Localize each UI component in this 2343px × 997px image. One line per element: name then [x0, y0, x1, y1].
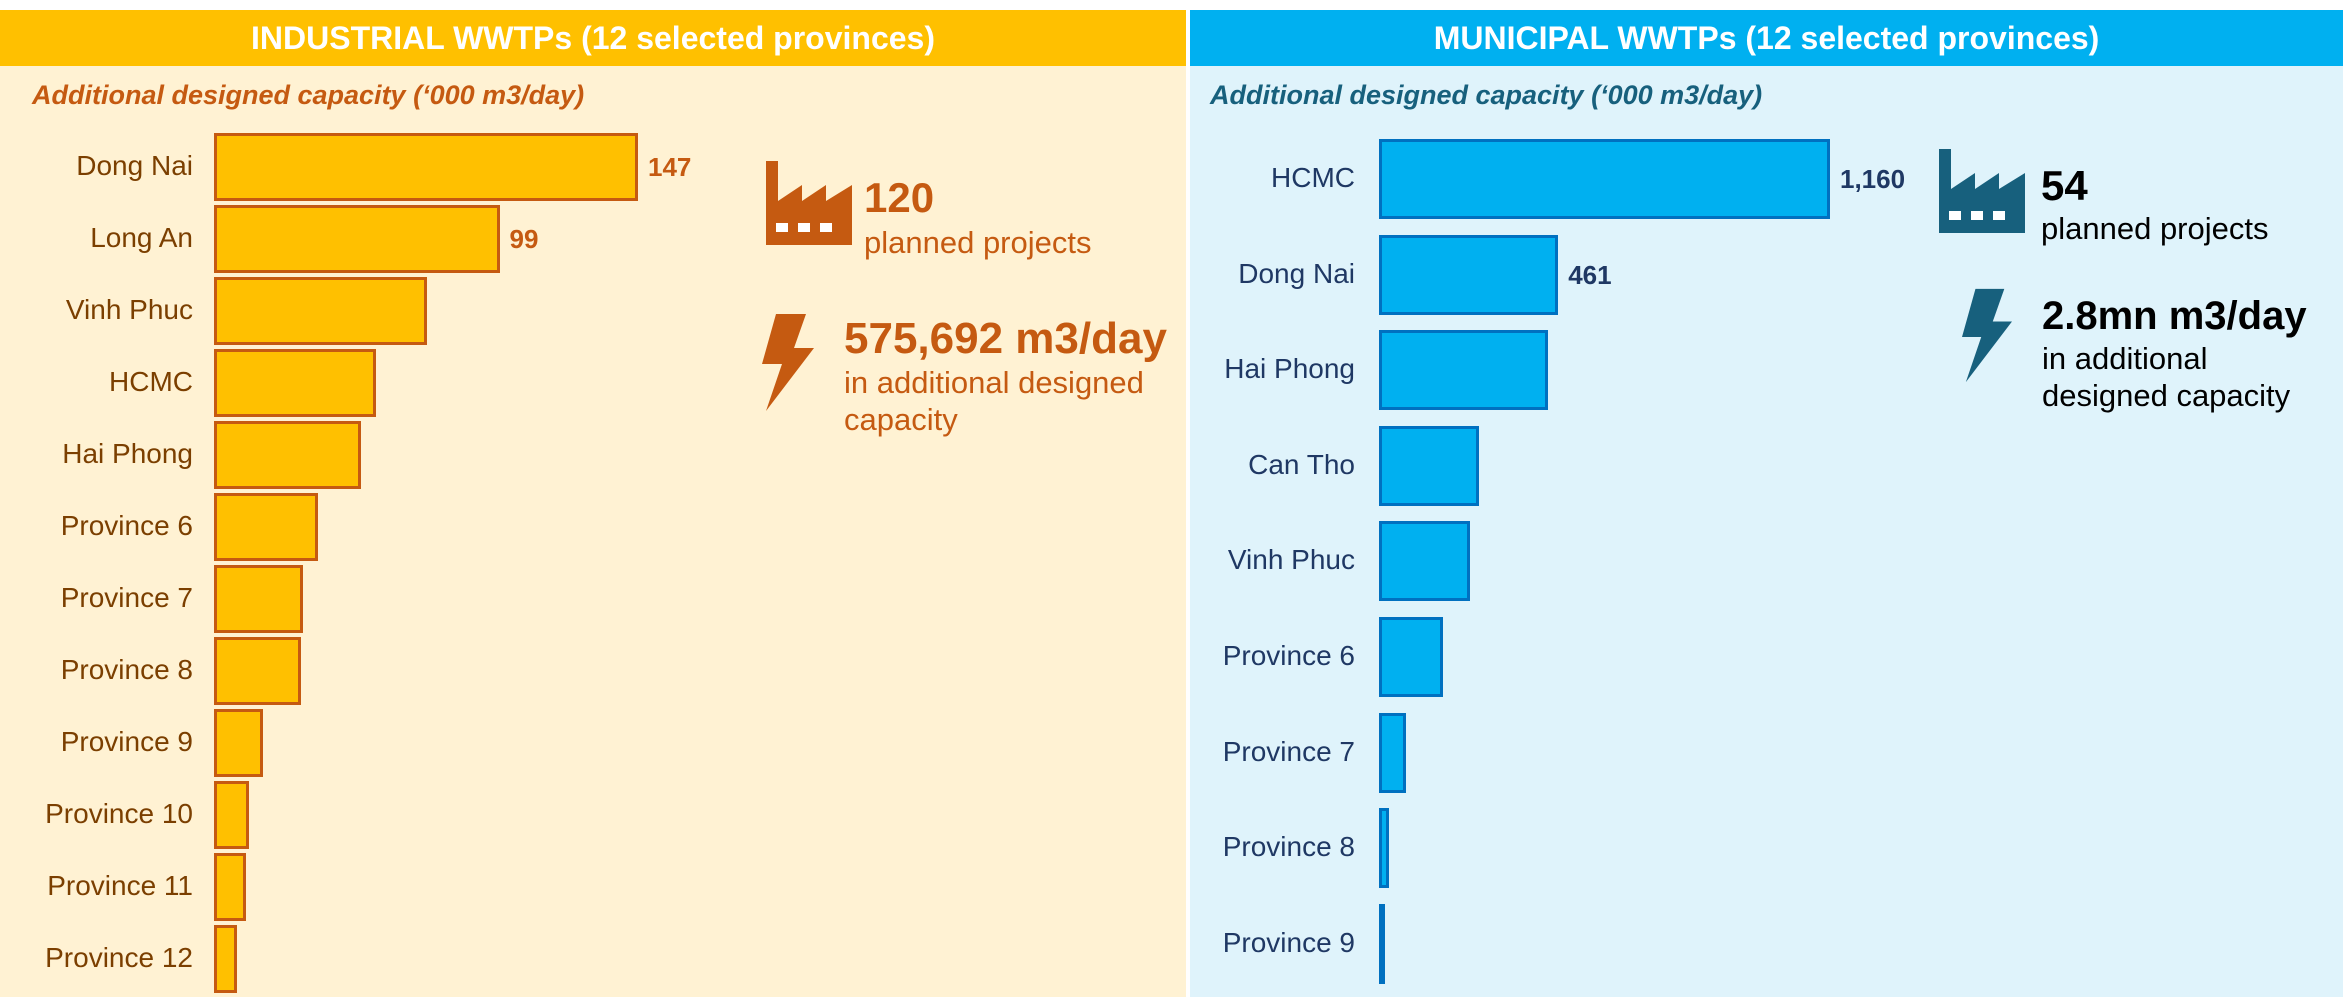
bar: [214, 853, 246, 921]
bar: [1379, 617, 1444, 697]
category-label: Hai Phong: [62, 438, 193, 469]
factory-icon: [1939, 149, 2025, 233]
panel-title: MUNICIPAL WWTPs (12 selected provinces): [1190, 10, 2343, 66]
category-label: Province 7: [60, 582, 193, 613]
category-label: Vinh Phuc: [1227, 544, 1355, 576]
category-label: HCMC: [1271, 162, 1355, 193]
category-label: Province 7: [1222, 735, 1355, 767]
value-label: 99: [509, 224, 539, 254]
category-label: Province 8: [60, 654, 193, 685]
category-label: Province 10: [45, 798, 193, 829]
panel: INDUSTRIAL WWTPs (12 selected provinces)…: [0, 10, 1186, 997]
subtitle: Additional designed capacity (‘000 m3/da…: [1210, 80, 1763, 110]
stat-value: 120: [864, 174, 935, 221]
category-label: Province 6: [1222, 640, 1355, 671]
value-label: 461: [1568, 259, 1612, 290]
bar: [214, 565, 304, 633]
subtitle: Additional designed capacity (‘000 m3/da…: [32, 80, 585, 110]
bar: [1379, 330, 1548, 411]
category-label: Province 11: [47, 870, 193, 901]
factory-icon: [766, 161, 852, 245]
bar: [214, 709, 264, 777]
stat-label: planned projects: [864, 225, 1092, 260]
category-label: Dong Nai: [1238, 257, 1355, 289]
bar: [1379, 712, 1406, 793]
bar: [1379, 234, 1559, 315]
category-label: Province 6: [60, 510, 193, 541]
bar: [1379, 521, 1470, 602]
stat-value: 575,692 m3/day: [844, 314, 1167, 363]
value-label: 1,160: [1840, 164, 1906, 194]
bolt-icon: [1962, 288, 2012, 383]
stat-label: in additional designed capacity: [2042, 341, 2291, 413]
panel: MUNICIPAL WWTPs (12 selected provinces) A…: [1190, 10, 2343, 997]
category-label: Province 12: [45, 942, 193, 973]
bar: [1379, 139, 1830, 219]
bar: [214, 205, 500, 273]
bar: [1379, 808, 1390, 889]
bar: [214, 277, 428, 345]
stat-value: 54: [2041, 162, 2088, 209]
value-label: 147: [648, 152, 692, 182]
stat-label: planned projects: [2041, 211, 2269, 246]
bar: [214, 781, 249, 849]
category-label: HCMC: [109, 366, 193, 397]
bolt-icon: [762, 314, 814, 411]
category-label: Dong Nai: [76, 150, 193, 181]
bar: [214, 133, 638, 201]
stat-label: in additional designed capacity: [844, 365, 1144, 437]
bar: [214, 637, 301, 705]
category-label: Can Tho: [1248, 448, 1355, 480]
bar: [1379, 903, 1385, 984]
bar: [214, 349, 376, 417]
bar: [214, 493, 318, 561]
stat-value: 2.8mn m3/day: [2042, 294, 2307, 338]
category-label: Hai Phong: [1224, 353, 1355, 385]
category-label: Province 9: [60, 726, 193, 757]
category-label: Vinh Phuc: [65, 294, 193, 325]
bar: [214, 421, 362, 489]
category-label: Province 8: [1222, 831, 1355, 863]
category-label: Province 9: [1222, 926, 1355, 958]
bar: [214, 925, 238, 993]
panel-title: INDUSTRIAL WWTPs (12 selected provinces): [0, 10, 1186, 66]
bar: [1379, 425, 1479, 506]
category-label: Long An: [90, 222, 193, 253]
